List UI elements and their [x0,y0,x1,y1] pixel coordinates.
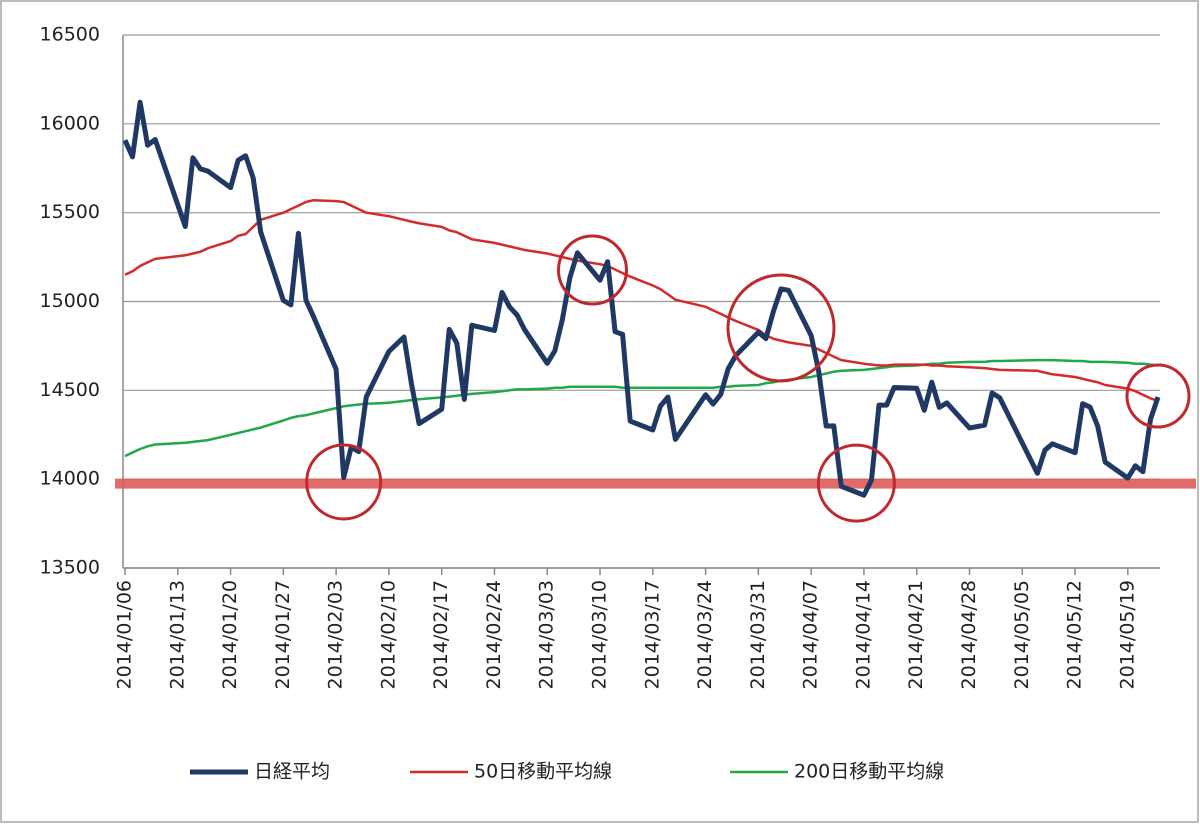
highlight-circle [726,273,836,383]
y-tick-label: 16500 [40,24,100,46]
x-tick-label: 2014/01/13 [166,580,188,690]
y-tick-label: 13500 [40,557,100,579]
x-tick-label: 2014/05/19 [1116,580,1138,690]
y-tick-label: 14500 [40,379,100,401]
highlight-circle [305,443,383,521]
highlight-circle [556,234,628,306]
x-tick-label: 2014/01/20 [219,580,241,690]
x-tick-label: 2014/04/14 [852,580,874,690]
x-tick-label: 2014/03/10 [589,580,611,690]
x-tick-label: 2014/03/31 [747,580,769,690]
y-tick-label: 15500 [40,201,100,223]
x-tick-label: 2014/03/24 [694,580,716,690]
x-tick-label: 2014/04/07 [800,580,822,690]
legend-label: 日経平均 [254,761,330,783]
highlight-circle [1125,363,1191,429]
x-tick-label: 2014/02/24 [483,580,505,690]
y-tick-label: 14000 [40,468,100,490]
highlight-circle [816,443,896,523]
legend-label: 50日移動平均線 [474,761,612,783]
x-tick-label: 2014/03/17 [641,580,663,690]
x-tick-label: 2014/02/17 [430,580,452,690]
x-tick-label: 2014/05/12 [1064,580,1086,690]
x-tick-label: 2014/05/05 [1011,580,1033,690]
x-tick-label: 2014/04/28 [958,580,980,690]
series-line [122,99,1161,498]
x-tick-label: 2014/04/21 [905,580,927,690]
x-tick-label: 2014/02/03 [325,580,347,690]
x-tick-label: 2014/01/06 [114,580,136,690]
x-tick-label: 2014/02/10 [377,580,399,690]
y-tick-label: 15000 [40,290,100,312]
x-tick-label: 2014/01/27 [272,580,294,690]
y-tick-label: 16000 [40,112,100,134]
legend-label: 200日移動平均線 [794,761,944,783]
x-tick-label: 2014/03/03 [536,580,558,690]
